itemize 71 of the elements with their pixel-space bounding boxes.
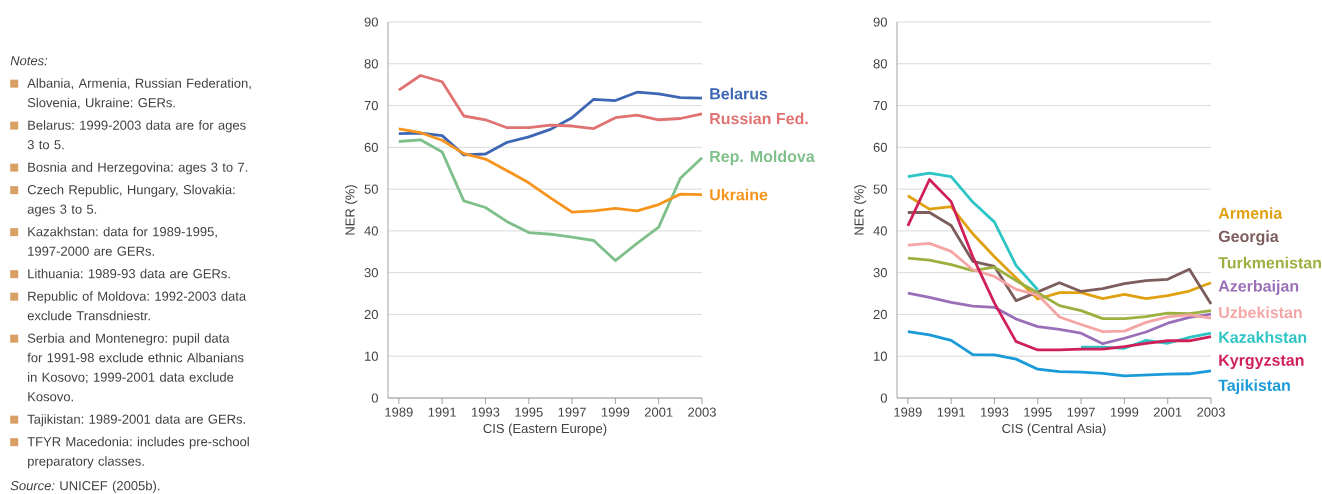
text: Serbia and Montenegro: pupil data for 1991-98 exclude ethnic Albanians in Kosovo; 1999-2001 data exclude Kosovo.: [27, 333, 244, 402]
x-tick-label: 1997: [1067, 407, 1095, 417]
x-axis-title: CIS (Eastern Europe): [483, 423, 607, 436]
text: Turkmenistan: [1218, 256, 1321, 269]
text: Kazakhstan: data for 1989-1995, 1997-2000 are GERs.: [28, 226, 217, 256]
y-tick-label: 30: [364, 268, 378, 278]
y-tick-label: 90: [364, 17, 378, 27]
x-tick-label: 2003: [688, 407, 716, 417]
y-tick-label: 80: [364, 59, 378, 69]
line-series: [397, 138, 704, 262]
text: Notes:: [10, 56, 48, 66]
y-axis-title: NER (%): [345, 185, 358, 235]
series-label: Belarus: [710, 87, 768, 100]
x-tick-label: 1999: [601, 407, 630, 417]
y-tick-label: 20: [873, 309, 887, 320]
series-label: Azerbaijan: [1218, 280, 1299, 295]
line-series: [397, 74, 704, 130]
y-tick-label: 40: [873, 226, 887, 236]
text: Czech Republic, Hungary, Slovakia: ages 3 to 5.: [27, 184, 235, 217]
x-tick-label: 1991: [428, 407, 456, 417]
line-series: [906, 242, 1213, 333]
y-tick-label: 80: [873, 59, 887, 69]
x-tick-label: 1999: [1110, 407, 1139, 417]
text: Source: UNICEF (2005b).: [10, 480, 160, 493]
y-tick-label: 30: [873, 268, 887, 278]
x-tick-label: 2001: [1153, 407, 1182, 417]
y-tick-label: 60: [364, 142, 378, 152]
y-tick-label: 0: [371, 393, 378, 403]
y-axis-title: NER (%): [854, 185, 867, 235]
y-tick-label: 70: [873, 100, 887, 111]
text: Armenia: [1218, 207, 1283, 219]
series-label: Kazakhstan: [1219, 331, 1307, 343]
line-series: [906, 256, 1213, 321]
series-label: Tajikistan: [1218, 379, 1290, 395]
text: Republic of Moldova: 1992-2003 data exclude Transdniestr.: [27, 291, 247, 321]
series-label: Rep. Moldova: [710, 150, 815, 166]
x-tick-label: 1989: [894, 407, 922, 417]
x-tick-label: 2003: [1197, 407, 1225, 417]
x-tick-label: 1991: [937, 407, 965, 417]
text: TFYR Macedonia: includes pre-school preparatory classes.: [27, 436, 249, 469]
text: Lithuania: 1989-93 data are GERs.: [28, 268, 230, 279]
series-label: Russian Fed.: [710, 112, 808, 125]
text: Bosnia and Herzegovina: ages 3 to 7.: [28, 162, 248, 175]
line-series: [906, 291, 1213, 346]
x-tick-label: 1997: [558, 407, 586, 417]
text: Belarus: 1999-2003 data are for ages 3 to 5.: [27, 120, 246, 150]
text: Tajikistan: 1989-2001 data are GERs.: [27, 414, 245, 427]
text: Albania, Armenia, Russian Federation, Slovenia, Ukraine: GERs.: [27, 78, 251, 109]
y-tick-label: 90: [873, 17, 887, 27]
y-tick-label: 10: [365, 351, 378, 361]
x-tick-label: 2001: [644, 407, 673, 417]
y-tick-label: 50: [364, 184, 378, 194]
y-tick-label: 40: [364, 226, 378, 236]
y-tick-label: 0: [880, 393, 887, 403]
series-label: Uzbekistan: [1219, 306, 1302, 319]
series-label: Ukraine: [710, 188, 768, 201]
y-tick-label: 20: [364, 309, 378, 320]
line-series: [906, 211, 1213, 306]
x-tick-label: 1995: [1024, 407, 1052, 417]
y-tick-label: 70: [364, 100, 378, 111]
y-tick-label: 60: [873, 142, 887, 152]
x-tick-label: 1989: [385, 407, 413, 417]
text: Georgia: [1218, 230, 1279, 246]
y-tick-label: 10: [874, 351, 887, 361]
line-series: [397, 127, 704, 214]
y-tick-label: 50: [873, 184, 887, 194]
series-label: Kyrgyzstan: [1219, 354, 1304, 370]
x-tick-label: 1995: [515, 407, 543, 417]
x-axis-title: CIS (Central Asia): [1002, 423, 1106, 436]
x-tick-label: 1993: [471, 407, 500, 417]
x-tick-label: 1993: [980, 407, 1009, 417]
